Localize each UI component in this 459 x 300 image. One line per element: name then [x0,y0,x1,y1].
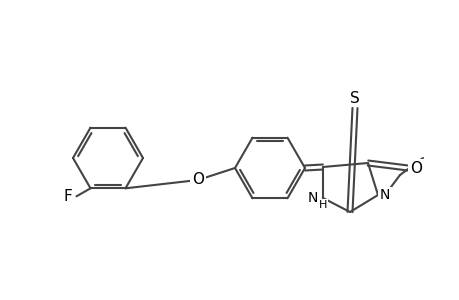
Text: O: O [409,160,421,175]
Text: S: S [349,91,359,106]
Text: N: N [379,188,389,202]
Text: F: F [63,189,72,204]
Text: H: H [318,200,326,210]
Text: N: N [307,191,318,205]
Text: O: O [191,172,203,188]
